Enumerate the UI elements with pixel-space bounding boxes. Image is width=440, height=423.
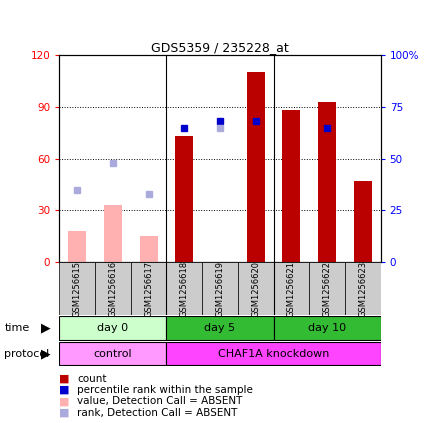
Text: day 5: day 5 — [205, 323, 235, 333]
Bar — [166, 342, 381, 365]
Text: time: time — [4, 323, 29, 333]
Text: GSM1256621: GSM1256621 — [287, 261, 296, 317]
Text: GSM1256623: GSM1256623 — [358, 261, 367, 317]
Bar — [68, 231, 86, 262]
Text: rank, Detection Call = ABSENT: rank, Detection Call = ABSENT — [77, 408, 237, 418]
Bar — [282, 110, 300, 262]
Bar — [247, 72, 264, 262]
Text: ■: ■ — [59, 408, 70, 418]
Text: ▶: ▶ — [41, 347, 51, 360]
Text: value, Detection Call = ABSENT: value, Detection Call = ABSENT — [77, 396, 242, 407]
Title: GDS5359 / 235228_at: GDS5359 / 235228_at — [151, 41, 289, 54]
Text: GSM1256617: GSM1256617 — [144, 261, 153, 317]
Bar — [345, 262, 381, 315]
Bar — [104, 205, 122, 262]
Text: count: count — [77, 374, 106, 384]
Text: GSM1256615: GSM1256615 — [73, 261, 82, 317]
Bar — [354, 181, 372, 262]
Bar — [59, 262, 95, 315]
Text: GSM1256616: GSM1256616 — [108, 261, 117, 317]
Text: ■: ■ — [59, 374, 70, 384]
Bar — [166, 316, 274, 340]
Bar — [309, 262, 345, 315]
Bar — [131, 262, 166, 315]
Text: ■: ■ — [59, 396, 70, 407]
Bar — [95, 262, 131, 315]
Bar — [176, 136, 193, 262]
Bar — [59, 342, 166, 365]
Text: CHAF1A knockdown: CHAF1A knockdown — [218, 349, 329, 359]
Text: percentile rank within the sample: percentile rank within the sample — [77, 385, 253, 395]
Bar — [238, 262, 274, 315]
Text: GSM1256622: GSM1256622 — [323, 261, 332, 317]
Text: protocol: protocol — [4, 349, 50, 359]
Text: GSM1256620: GSM1256620 — [251, 261, 260, 317]
Text: day 0: day 0 — [97, 323, 128, 333]
Bar — [202, 262, 238, 315]
Text: GSM1256618: GSM1256618 — [180, 261, 189, 317]
Text: day 10: day 10 — [308, 323, 346, 333]
Bar — [318, 102, 336, 262]
Text: control: control — [94, 349, 132, 359]
Bar — [274, 262, 309, 315]
Text: ■: ■ — [59, 385, 70, 395]
Bar — [274, 316, 381, 340]
Bar — [139, 236, 158, 262]
Bar — [59, 316, 166, 340]
Bar — [166, 262, 202, 315]
Text: ▶: ▶ — [41, 322, 51, 335]
Text: GSM1256619: GSM1256619 — [216, 261, 224, 317]
